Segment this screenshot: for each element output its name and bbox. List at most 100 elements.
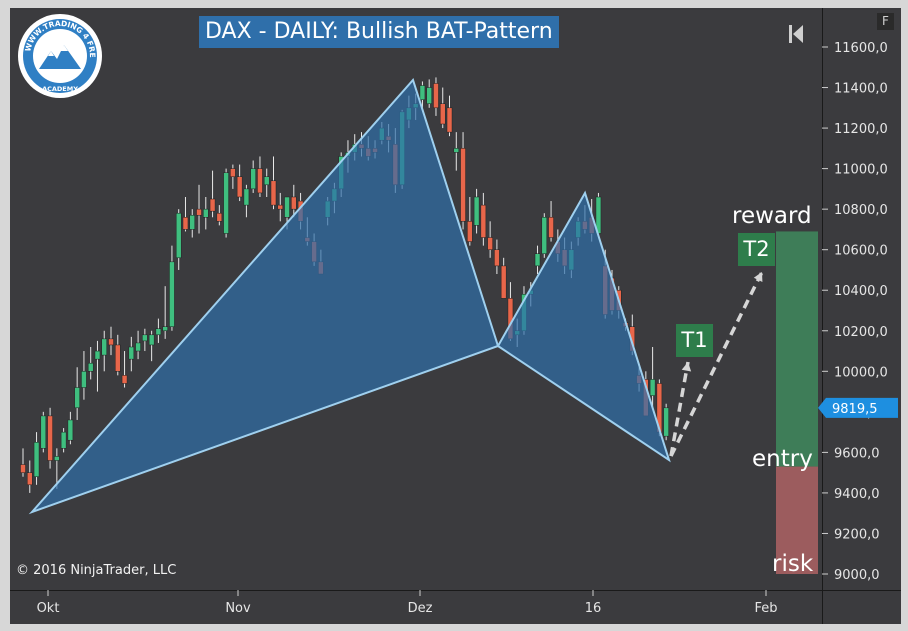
candle-body <box>433 83 439 109</box>
candle-body <box>236 176 243 198</box>
current-price-marker <box>818 397 898 418</box>
y-tick-label: 11600,0 <box>834 41 888 56</box>
candle-body <box>67 419 74 441</box>
candle-body <box>480 204 487 238</box>
target-arrow-t2 <box>669 271 764 457</box>
axis-corner <box>822 590 901 624</box>
candle-body <box>94 350 101 360</box>
y-tick-label: 9000,0 <box>834 568 880 583</box>
candle-body <box>663 407 669 437</box>
candle-body <box>203 208 209 218</box>
candle-body <box>27 472 33 486</box>
y-tick-label: 11000,0 <box>834 163 888 178</box>
copyright-text: © 2016 NinjaTrader, LLC <box>16 563 177 578</box>
x-tick-label: Feb <box>754 601 777 616</box>
x-tick-label: Dez <box>408 601 433 616</box>
candle-body <box>534 253 541 267</box>
candle-body <box>87 362 94 372</box>
candle-body <box>121 375 128 384</box>
candle-body <box>182 217 189 230</box>
candle-body <box>148 334 155 346</box>
candle-body <box>128 346 135 360</box>
candle-body <box>439 103 446 125</box>
f-button[interactable]: F <box>877 13 894 30</box>
candle-body <box>47 415 53 461</box>
candle-body <box>649 379 656 396</box>
candle-body <box>453 148 460 153</box>
candle-body <box>196 208 202 216</box>
candle-body <box>169 261 175 327</box>
candle-body <box>189 214 195 230</box>
candle-body <box>223 172 229 234</box>
logo: WWW.TRADING 4 FREEDOM.NET ACADEMY <box>13 6 103 99</box>
candle-body <box>460 148 466 222</box>
candle-body <box>101 338 107 356</box>
candle-body <box>216 212 223 222</box>
y-tick-label: 10200,0 <box>834 325 888 340</box>
candle-body <box>243 188 250 206</box>
reward-label: reward <box>732 203 812 229</box>
candle-body <box>142 334 148 342</box>
logo-mountain-icon: WWW.TRADING 4 FREEDOM.NET ACADEMY <box>13 6 102 98</box>
candle-body <box>467 221 473 242</box>
candle-body <box>250 168 256 190</box>
candle-body <box>257 168 263 194</box>
candle-body <box>175 212 182 259</box>
candle-body <box>270 180 277 206</box>
reward-zone <box>776 231 818 467</box>
y-tick-label: 10000,0 <box>834 365 888 380</box>
pattern-bcd-triangle <box>496 190 671 463</box>
candle-body <box>291 196 297 210</box>
candle-body <box>500 265 507 299</box>
candle-body <box>446 107 453 133</box>
target-arrow-t1 <box>669 361 690 457</box>
risk-zone <box>776 466 818 574</box>
candle-body <box>541 217 548 254</box>
candle-body <box>135 342 141 352</box>
candle-body <box>548 217 554 238</box>
y-tick-label: 10400,0 <box>834 284 888 299</box>
price-axis[interactable] <box>822 8 901 590</box>
candle-body <box>473 196 480 226</box>
candle-body <box>284 196 290 218</box>
entry-label: entry <box>752 446 813 472</box>
candle-body <box>155 328 162 336</box>
candle-body <box>40 415 47 449</box>
candle-body <box>60 431 67 449</box>
candle-body <box>426 87 432 105</box>
pattern-xab-triangle <box>28 78 500 515</box>
target-arrowhead-icon <box>753 272 763 282</box>
candle-body <box>487 237 493 250</box>
candle-body <box>20 464 26 473</box>
candle-body <box>81 371 87 388</box>
y-tick-label: 10800,0 <box>834 203 888 218</box>
y-tick-label: 9400,0 <box>834 487 880 502</box>
candle-body <box>54 456 60 461</box>
chart-title: DAX - DAILY: Bullish BAT-Pattern <box>199 16 559 48</box>
target-t1-label: T1 <box>676 324 713 357</box>
candle-body <box>419 85 426 100</box>
collapse-icon[interactable] <box>788 24 804 44</box>
target-t2-label: T2 <box>738 233 775 266</box>
time-axis[interactable] <box>10 590 822 624</box>
candle-body <box>162 326 168 332</box>
y-tick-label: 11200,0 <box>834 122 888 137</box>
candle-body <box>277 204 284 210</box>
x-tick-label: Okt <box>37 601 60 616</box>
current-price-label: 9819,5 <box>832 402 878 417</box>
y-tick-label: 11400,0 <box>834 82 888 97</box>
candle-body <box>33 442 40 477</box>
candle-body <box>263 176 270 186</box>
candle-body <box>230 168 236 177</box>
risk-label: risk <box>772 551 814 577</box>
x-tick-label: 16 <box>585 601 602 616</box>
y-tick-label: 10600,0 <box>834 244 888 259</box>
candle-body <box>209 198 216 212</box>
candle-body <box>108 338 114 346</box>
logo-subtext: ACADEMY <box>42 85 78 93</box>
y-tick-label: 9600,0 <box>834 446 880 461</box>
candle-body <box>115 344 121 372</box>
candle-body <box>494 249 500 267</box>
